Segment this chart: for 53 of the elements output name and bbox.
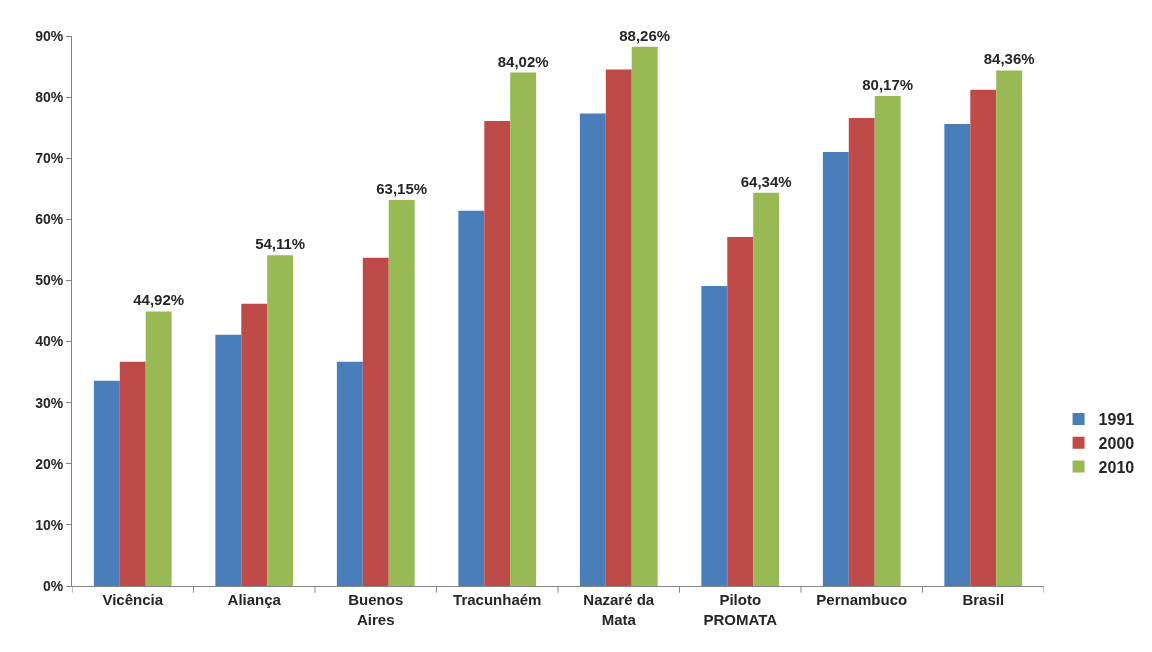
data-label: 84,02% bbox=[497, 52, 549, 70]
bar bbox=[336, 361, 363, 586]
y-tick-label: 0% bbox=[42, 577, 64, 594]
x-tick-label: Buenos Aires bbox=[348, 591, 404, 628]
bar bbox=[727, 237, 754, 586]
bar bbox=[848, 117, 875, 586]
bar bbox=[145, 311, 172, 586]
y-tick-label: 50% bbox=[35, 272, 64, 289]
y-tick-label: 60% bbox=[35, 211, 64, 228]
bar bbox=[215, 334, 242, 586]
x-tick-label: Pernambuco bbox=[816, 591, 908, 608]
data-label: 54,11% bbox=[255, 235, 306, 253]
y-tick-label: 40% bbox=[35, 333, 64, 350]
y-tick-label: 30% bbox=[35, 394, 64, 411]
bar bbox=[388, 200, 415, 586]
bar bbox=[996, 70, 1023, 586]
y-tick-label: 90% bbox=[35, 27, 64, 44]
bar bbox=[753, 192, 780, 586]
data-label: 84,36% bbox=[983, 50, 1035, 68]
legend-label: 2000 bbox=[1098, 434, 1135, 452]
y-tick-label: 70% bbox=[35, 150, 64, 167]
x-tick-label: Aliança bbox=[227, 591, 282, 608]
bar bbox=[362, 257, 389, 586]
x-tick-label: Piloto PROMATA bbox=[703, 591, 778, 628]
bar bbox=[605, 69, 632, 586]
bar bbox=[970, 89, 997, 586]
x-tick-label: Brasil bbox=[962, 591, 1005, 608]
bar bbox=[267, 255, 294, 586]
x-tick-label: Vicência bbox=[102, 591, 164, 608]
y-tick-label: 10% bbox=[35, 516, 64, 533]
bar bbox=[458, 210, 485, 586]
bar bbox=[822, 152, 849, 586]
bar bbox=[579, 113, 606, 586]
bar bbox=[93, 380, 120, 586]
data-label: 88,26% bbox=[619, 26, 671, 44]
bar bbox=[701, 285, 728, 586]
legend-label: 1991 bbox=[1098, 411, 1135, 429]
y-tick-label: 20% bbox=[35, 455, 64, 472]
legend-label: 2010 bbox=[1098, 458, 1135, 476]
bar bbox=[510, 72, 537, 586]
y-tick-label: 80% bbox=[35, 89, 64, 106]
bar bbox=[484, 120, 511, 586]
bar bbox=[631, 46, 658, 586]
bar bbox=[119, 361, 146, 586]
data-label: 63,15% bbox=[376, 180, 428, 198]
data-label: 44,92% bbox=[133, 291, 185, 309]
bar bbox=[241, 303, 268, 586]
x-tick-label: Tracunhaém bbox=[453, 591, 542, 608]
data-label: 80,17% bbox=[862, 76, 914, 94]
bar bbox=[874, 96, 901, 586]
bar bbox=[944, 124, 971, 586]
data-label: 64,34% bbox=[740, 172, 792, 190]
x-tick-label: Nazaré da Mata bbox=[583, 591, 655, 628]
